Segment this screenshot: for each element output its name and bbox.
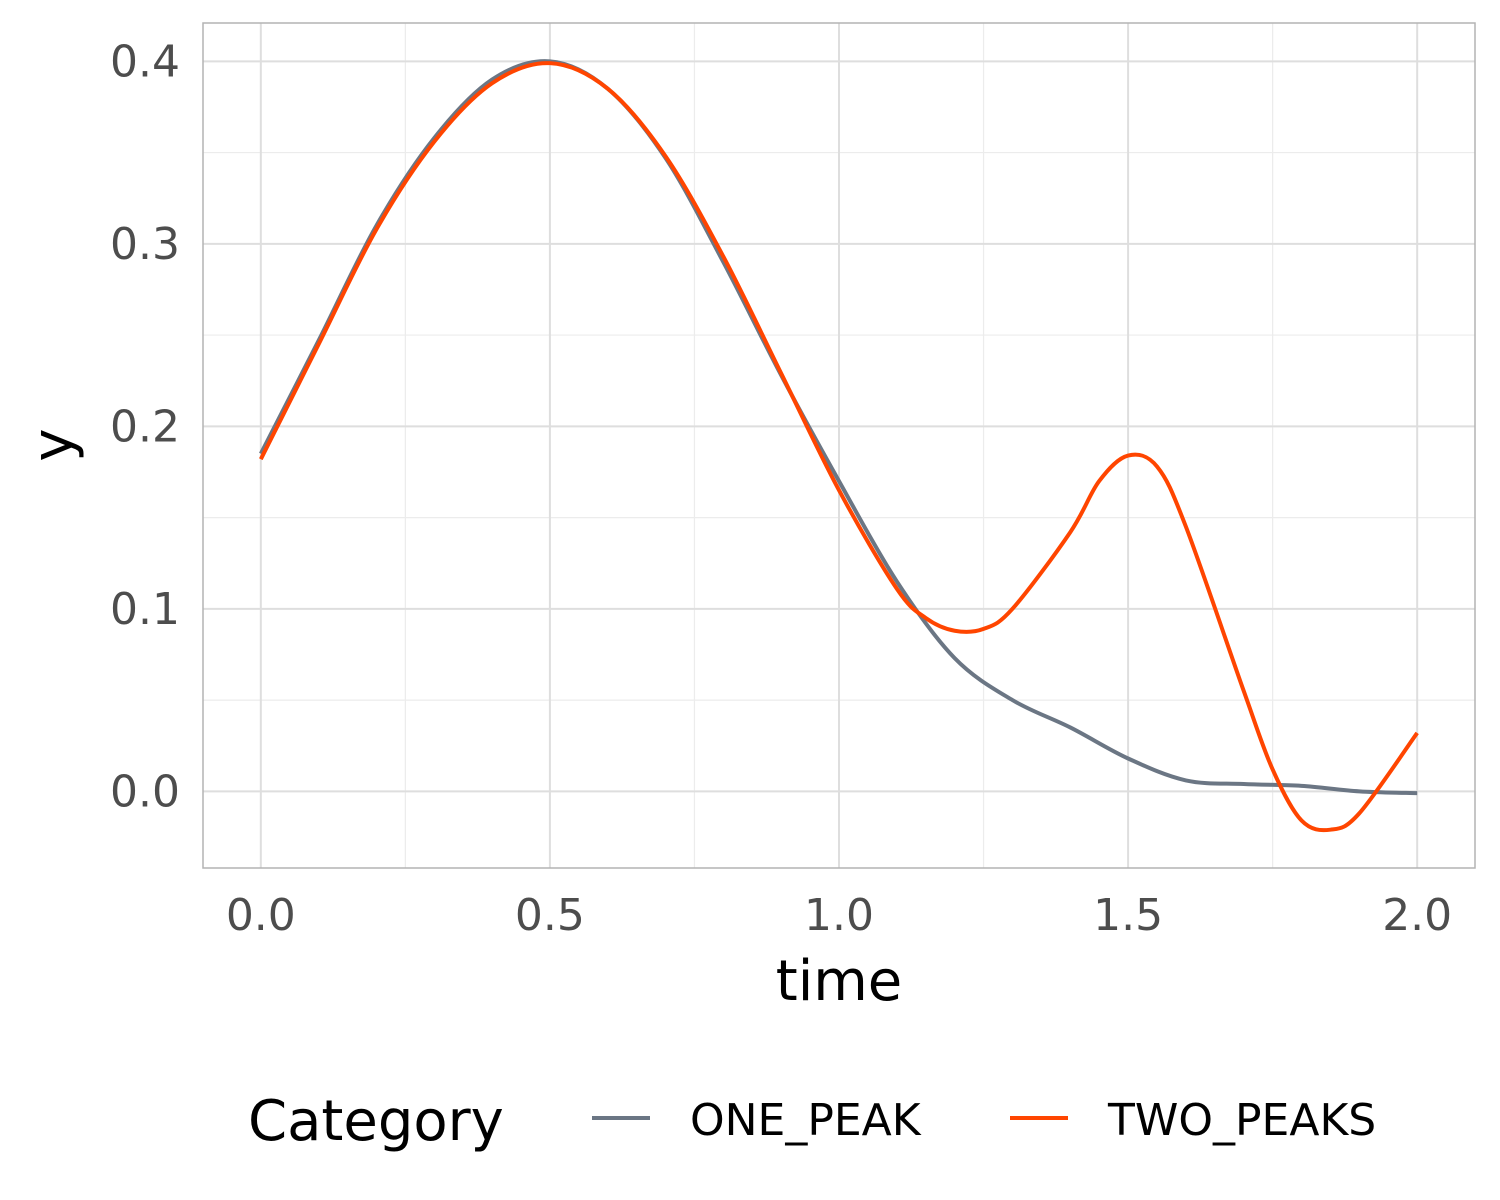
plot-panel-border bbox=[202, 22, 1476, 869]
y-tick-label: 0.1 bbox=[110, 584, 180, 635]
series-line-two-peaks bbox=[259, 61, 1419, 833]
legend-label-one-peak: ONE_PEAK bbox=[690, 1095, 922, 1146]
legend-label-two-peaks: TWO_PEAKS bbox=[1107, 1095, 1376, 1146]
y-tick-label: 0.4 bbox=[110, 36, 180, 87]
legend-items: ONE_PEAK TWO_PEAKS bbox=[592, 1095, 1376, 1146]
major-gridlines bbox=[203, 23, 1475, 868]
x-tick-label: 2.0 bbox=[1382, 890, 1452, 941]
x-axis-title: time bbox=[776, 949, 903, 1014]
y-tick-label: 0.3 bbox=[110, 219, 180, 270]
y-axis-title: y bbox=[21, 428, 86, 461]
y-axis-tick-labels: 0.0 0.1 0.2 0.3 0.4 bbox=[110, 36, 180, 817]
legend-title: Category bbox=[248, 1089, 504, 1154]
series-lines bbox=[259, 59, 1419, 833]
x-tick-label: 0.5 bbox=[515, 890, 585, 941]
x-tick-label: 1.0 bbox=[804, 890, 874, 941]
legend: Category ONE_PEAK TWO_PEAKS bbox=[248, 1089, 1376, 1154]
y-tick-label: 0.2 bbox=[110, 401, 180, 452]
x-tick-label: 1.5 bbox=[1093, 890, 1163, 941]
x-tick-label: 0.0 bbox=[226, 890, 296, 941]
y-tick-label: 0.0 bbox=[110, 766, 180, 817]
x-axis-tick-labels: 0.0 0.5 1.0 1.5 2.0 bbox=[226, 890, 1452, 941]
